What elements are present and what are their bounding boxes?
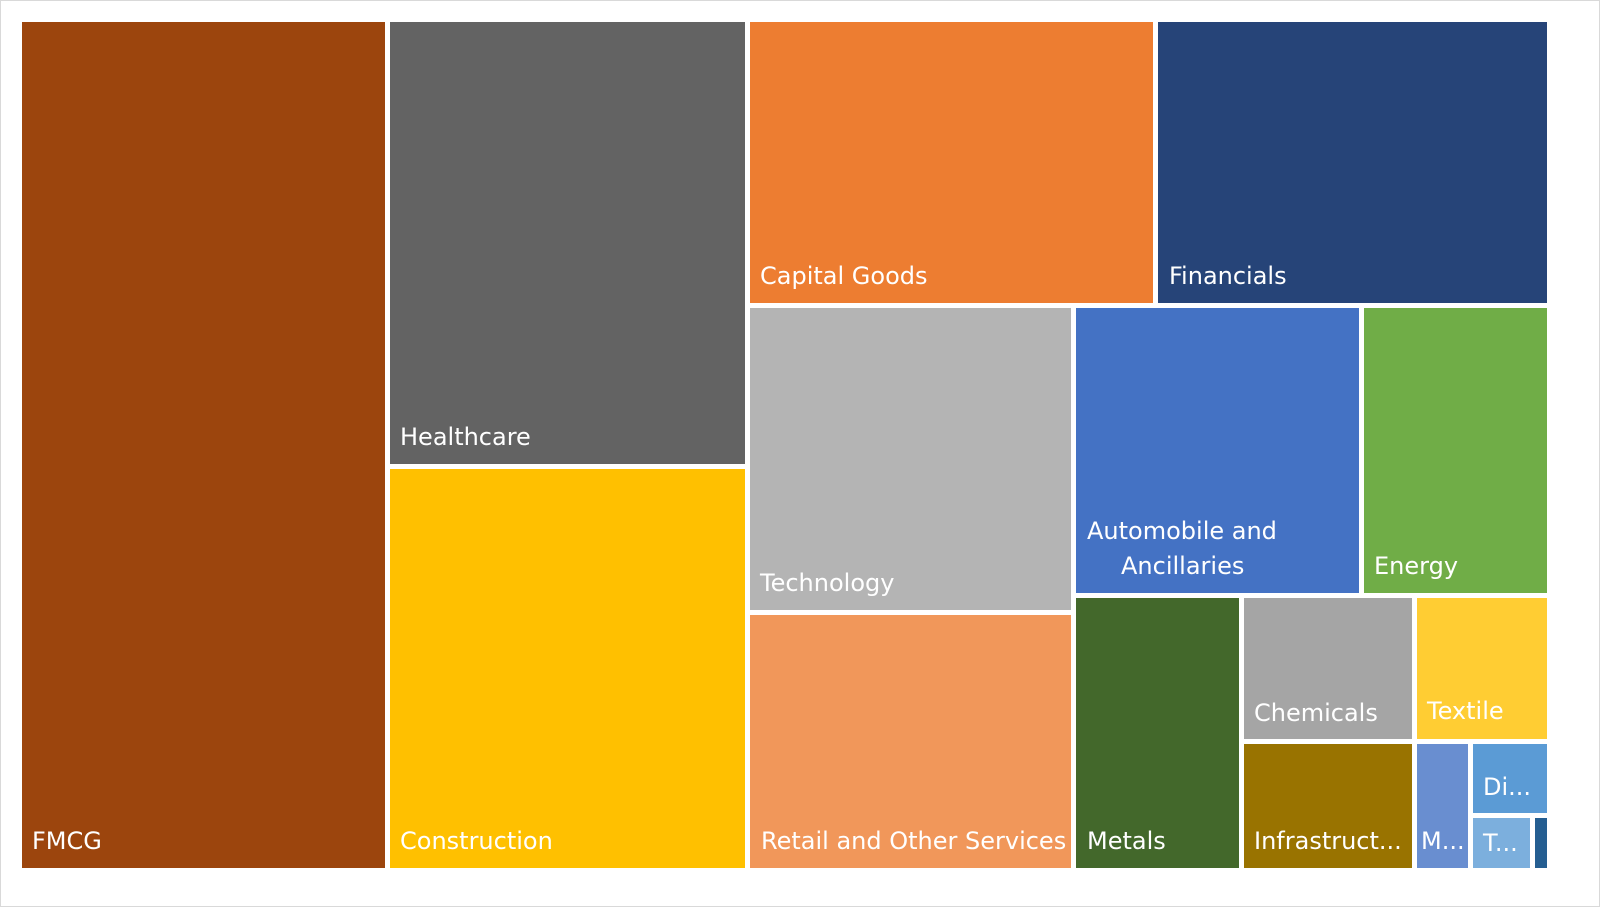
treemap-label-healthcare: Healthcare (400, 423, 531, 451)
treemap-tile-energy[interactable] (1364, 308, 1547, 593)
treemap-label-construction: Construction (400, 827, 553, 855)
treemap-label-media: M... (1421, 827, 1465, 855)
treemap-label-diversified: Di... (1483, 773, 1531, 801)
treemap-tile-financials[interactable] (1158, 22, 1547, 303)
treemap-tile-fmcg[interactable] (22, 22, 385, 868)
treemap-tile-chemicals[interactable] (1244, 598, 1412, 739)
treemap-label-retail-and-other-services: Retail and Other Services (761, 827, 1066, 855)
treemap-label-financials: Financials (1169, 262, 1287, 290)
treemap-tile-automobile-and-ancillaries[interactable] (1076, 308, 1359, 593)
treemap-tile-capital-goods[interactable] (750, 22, 1153, 303)
treemap-label-technology: Technology (759, 569, 894, 597)
treemap-label-textile: Textile (1426, 697, 1504, 725)
treemap-tile-textile[interactable] (1417, 598, 1547, 739)
treemap-label-fmcg: FMCG (32, 827, 102, 855)
treemap-label-capital-goods: Capital Goods (760, 262, 927, 290)
treemap-label-automobile-and-ancillaries-line2: Ancillaries (1121, 552, 1244, 580)
treemap-label-energy: Energy (1374, 552, 1458, 580)
treemap-tile-diversified[interactable] (1473, 744, 1547, 813)
treemap-label-metals: Metals (1087, 827, 1166, 855)
treemap-tile-metals[interactable] (1076, 598, 1239, 868)
treemap-tile-technology[interactable] (750, 308, 1071, 610)
treemap-tile-infrastructure[interactable] (1244, 744, 1412, 868)
treemap-label-infrastructure: Infrastruct... (1254, 827, 1402, 855)
treemap-tile-media[interactable] (1417, 744, 1468, 868)
treemap-label-automobile-and-ancillaries-line1: Automobile and (1087, 517, 1277, 545)
treemap-tile-healthcare[interactable] (390, 22, 745, 464)
treemap-tile-telecom[interactable] (1473, 818, 1530, 868)
treemap-label-chemicals: Chemicals (1254, 699, 1378, 727)
treemap-label-telecom: T... (1482, 829, 1518, 857)
treemap-tile-others[interactable] (1535, 818, 1547, 868)
treemap-tile-retail-and-other-services[interactable] (750, 615, 1071, 868)
treemap-tile-construction[interactable] (390, 469, 745, 868)
